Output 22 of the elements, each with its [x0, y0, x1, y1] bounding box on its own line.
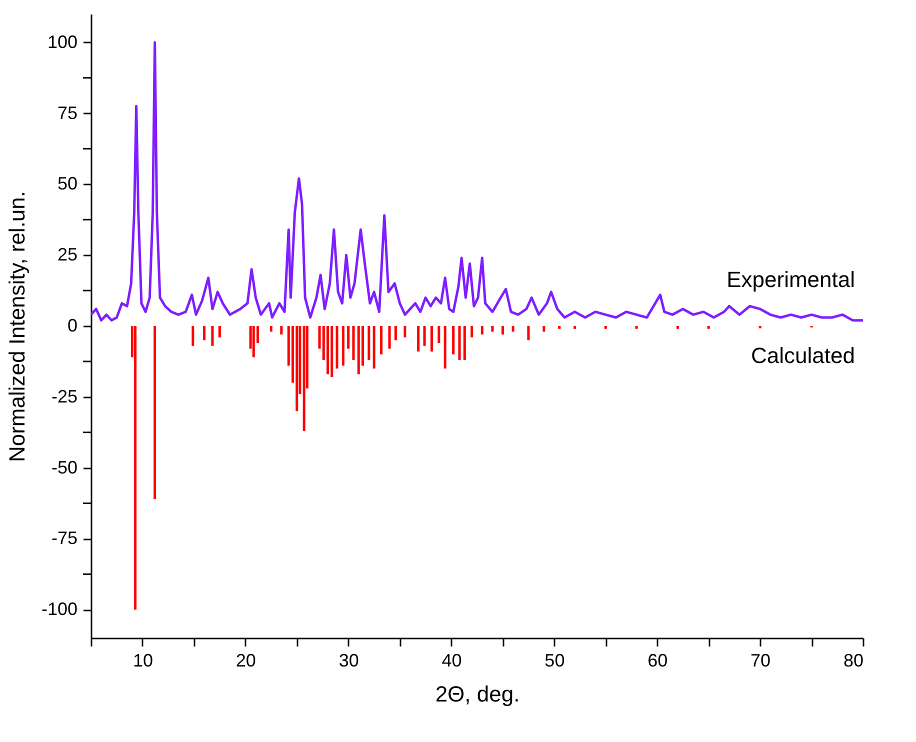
x-axis-title: 2Θ, deg. — [435, 682, 520, 706]
series-label: Calculated — [751, 343, 855, 368]
y-tick-label: -75 — [51, 528, 78, 548]
x-tick-label: 20 — [236, 650, 256, 670]
y-tick-label: -25 — [51, 386, 78, 406]
y-tick-label: 75 — [57, 102, 78, 123]
x-tick-label: 80 — [843, 650, 864, 670]
x-tick-label: 50 — [544, 650, 565, 670]
y-tick-label: -50 — [51, 457, 78, 478]
x-tick-label: 60 — [648, 650, 668, 670]
x-tick-label: 70 — [750, 650, 771, 670]
y-tick-label: 0 — [67, 316, 78, 336]
line-series — [91, 41, 863, 322]
y-tick-label: 100 — [47, 32, 78, 52]
x-tick-label: 40 — [442, 650, 462, 670]
y-tick-label: 25 — [57, 244, 78, 265]
y-tick-label: -100 — [41, 599, 78, 620]
x-tick-label: 30 — [338, 650, 359, 670]
x-tick-label: 10 — [132, 650, 153, 670]
y-tick-label: 50 — [57, 174, 78, 194]
series-label: Experimental — [726, 267, 855, 292]
y-axis-title: Normalized Intensity, rel.un. — [4, 190, 30, 462]
